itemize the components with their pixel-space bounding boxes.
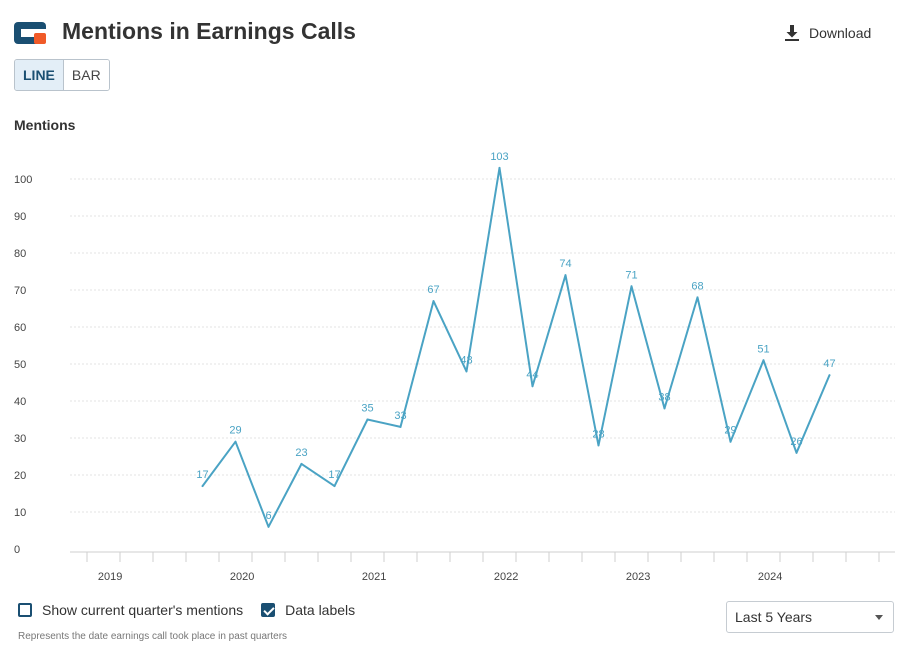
data-label: 23 [295,447,307,459]
data-label: 29 [724,425,736,437]
data-label: 6 [265,510,271,522]
chevron-down-icon [875,614,883,620]
data-label: 29 [229,425,241,437]
data-point [828,374,831,377]
data-labels-box[interactable] [261,603,276,617]
data-point [762,359,765,362]
data-label: 74 [559,258,571,270]
download-button[interactable]: Download [783,24,871,42]
y-tick-label: 90 [14,211,26,223]
data-label: 17 [196,469,208,481]
data-labels-label: Data labels [285,602,356,618]
data-point [696,296,699,299]
data-point [300,462,303,465]
x-tick-label: 2023 [626,571,650,583]
data-point [630,285,633,288]
data-point [597,444,600,447]
data-point [366,418,369,421]
time-range-value: Last 5 Years [735,609,813,625]
data-point [267,525,270,528]
bar-toggle-button[interactable]: BAR [63,60,109,90]
data-label: 51 [757,343,769,355]
show-current-quarter-label: Show current quarter's mentions [42,602,244,618]
data-label: 38 [658,391,670,403]
data-label: 67 [427,284,439,296]
y-tick-label: 50 [14,359,26,371]
data-label: 26 [790,436,802,448]
data-label: 68 [691,280,703,292]
footnote: Represents the date earnings call took p… [18,631,288,642]
download-label: Download [809,25,872,41]
data-label: 28 [592,428,604,440]
data-point [564,274,567,277]
x-tick-label: 2021 [362,571,386,583]
data-point [399,425,402,428]
y-tick-label: 60 [14,322,26,334]
y-tick-label: 30 [14,433,26,445]
data-point [234,440,237,443]
line-toggle-button[interactable]: LINE [15,60,64,90]
y-tick-label: 70 [14,285,26,297]
data-point [729,440,732,443]
brand-logo-icon [14,22,46,44]
data-point [663,407,666,410]
data-point [498,166,501,169]
x-tick-label: 2022 [494,571,518,583]
chart-type-toggle: LINE BAR [14,59,110,91]
data-label: 71 [625,269,637,281]
data-label: 33 [394,410,406,422]
time-range-select[interactable]: Last 5 Years [726,601,894,633]
data-point [465,370,468,373]
x-tick-label: 2020 [230,571,254,583]
download-icon [785,25,799,41]
data-label: 103 [490,151,508,163]
line-chart: 0 10 20 30 40 50 60 70 80 90 100 2019 2020 2021 2022 20… [14,151,895,583]
data-label: 35 [361,403,373,415]
data-label: 47 [823,358,835,370]
x-tick-label: 2024 [758,571,782,583]
show-current-quarter-box[interactable] [18,603,32,617]
y-tick-label: 40 [14,396,26,408]
page-title: Mentions in Earnings Calls [62,18,356,44]
show-current-quarter-checkbox[interactable]: Show current quarter's mentions [18,602,243,618]
series-line [201,166,831,528]
data-point [795,451,798,454]
y-axis-title: Mentions [14,117,76,133]
y-tick-label: 20 [14,470,26,482]
data-point [333,485,336,488]
y-tick-label: 0 [14,544,20,556]
y-tick-label: 10 [14,507,26,519]
data-label: 44 [526,369,538,381]
y-tick-label: 100 [14,174,32,186]
data-point [432,300,435,303]
data-point [531,385,534,388]
data-label: 17 [328,469,340,481]
chart-options: Show current quarter's mentions Data lab… [18,602,373,618]
y-tick-label: 80 [14,248,26,260]
x-tick-label: 2019 [98,571,122,583]
data-labels-checkbox[interactable]: Data labels [261,602,355,618]
data-point [201,485,204,488]
data-label: 48 [460,354,472,366]
